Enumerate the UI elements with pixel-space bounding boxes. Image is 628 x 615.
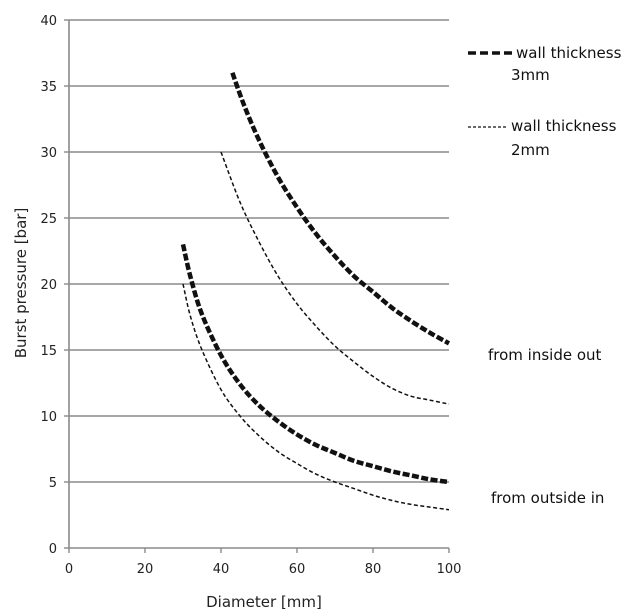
x-tick-label: 80	[365, 562, 382, 577]
legend-label-3mm-line1: wall thickness	[516, 44, 622, 62]
x-tick-label: 60	[289, 562, 306, 577]
y-tick-labels: 0 5 10 15 20 25 30 35 40	[40, 14, 57, 557]
y-tick-label: 15	[40, 344, 57, 359]
legend-label-3mm-line2: 3mm	[511, 66, 550, 84]
x-tick-label: 40	[213, 562, 230, 577]
y-tick-label: 20	[40, 278, 57, 293]
annotation-inside-out: from inside out	[488, 346, 602, 364]
x-axis-title: Diameter [mm]	[206, 593, 322, 611]
y-axis-title: Burst pressure [bar]	[12, 208, 30, 359]
x-tick-label: 0	[65, 562, 73, 577]
y-tick-label: 40	[40, 14, 57, 29]
series-lines	[180, 72, 451, 511]
y-tick-label: 35	[40, 80, 57, 95]
y-tick-label: 10	[40, 410, 57, 425]
series-line-3	[180, 243, 450, 485]
legend: wall thickness 3mm wall thickness 2mm	[468, 44, 622, 159]
annotation-outside-in: from outside in	[491, 489, 604, 507]
legend-label-2mm-line2: 2mm	[511, 141, 550, 159]
legend-label-2mm-line1: wall thickness	[511, 117, 617, 135]
x-tick-label: 20	[137, 562, 154, 577]
y-tick-label: 0	[49, 542, 57, 557]
y-tick-label: 5	[49, 476, 57, 491]
y-tick-label: 25	[40, 212, 57, 227]
x-tick-label: 100	[437, 562, 462, 577]
x-tick-labels: 0 20 40 60 80 100	[65, 562, 462, 577]
series-line-2	[220, 151, 450, 405]
gridlines	[69, 19, 449, 483]
series-line-1	[230, 72, 451, 346]
y-tick-label: 30	[40, 146, 57, 161]
series-line-4	[182, 283, 450, 511]
axes	[64, 19, 450, 553]
